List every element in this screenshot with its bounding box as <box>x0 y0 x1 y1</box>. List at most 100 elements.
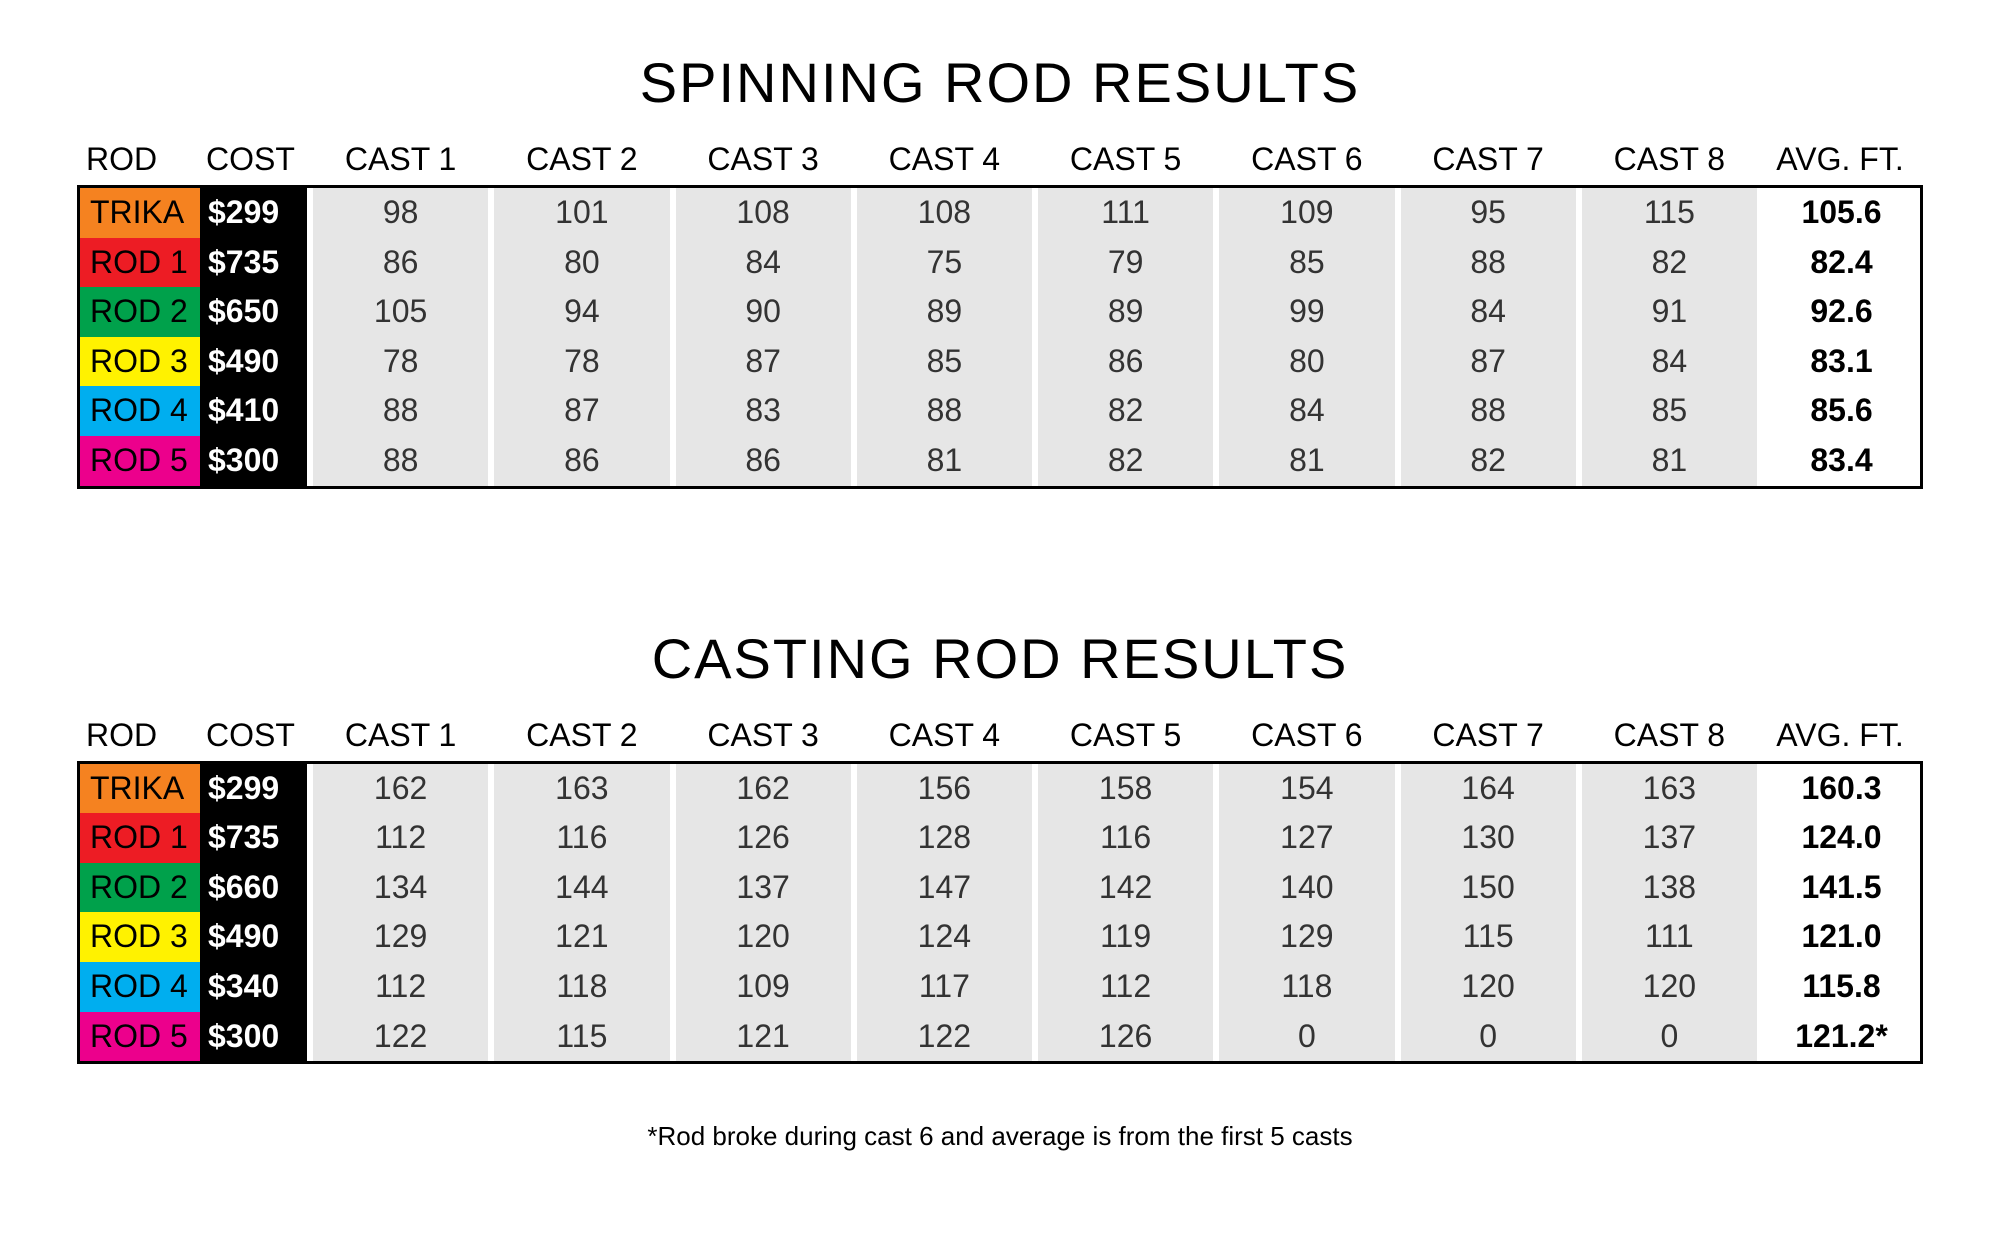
cast-cell: 91 <box>1579 287 1760 337</box>
cast-cell: 82 <box>1035 436 1216 486</box>
cast-cell: 119 <box>1035 912 1216 962</box>
cast-cell: 78 <box>491 337 672 387</box>
cast-cell: 147 <box>854 863 1035 913</box>
cast-cell: 108 <box>854 188 1035 238</box>
cast-cell: 150 <box>1398 863 1579 913</box>
column-header: ROD <box>80 711 200 764</box>
column-header: CAST 7 <box>1398 135 1579 188</box>
cast-cell: 99 <box>1216 287 1397 337</box>
cast-cell: 101 <box>491 188 672 238</box>
cost-cell: $300 <box>200 436 310 486</box>
cast-cell: 79 <box>1035 238 1216 288</box>
cast-cell: 85 <box>854 337 1035 387</box>
rod-name-cell: TRIKA <box>80 188 200 238</box>
column-header: CAST 2 <box>491 711 672 764</box>
cast-cell: 116 <box>491 813 672 863</box>
cast-cell: 162 <box>310 764 491 814</box>
cast-cell: 124 <box>854 912 1035 962</box>
cast-cell: 88 <box>854 386 1035 436</box>
cast-cell: 137 <box>1579 813 1760 863</box>
table-title: SPINNING ROD RESULTS <box>80 50 1920 115</box>
cast-cell: 98 <box>310 188 491 238</box>
cast-cell: 85 <box>1216 238 1397 288</box>
table-row: ROD 1$735112116126128116127130137124.0 <box>80 813 1920 863</box>
cast-cell: 122 <box>310 1012 491 1062</box>
cast-cell: 86 <box>310 238 491 288</box>
avg-cell: 121.2* <box>1760 1012 1920 1062</box>
cast-cell: 120 <box>1579 962 1760 1012</box>
column-header: COST <box>200 711 310 764</box>
cast-cell: 88 <box>1398 386 1579 436</box>
cast-cell: 158 <box>1035 764 1216 814</box>
rod-name-cell: ROD 3 <box>80 337 200 387</box>
cast-cell: 134 <box>310 863 491 913</box>
rod-name-cell: ROD 4 <box>80 962 200 1012</box>
cast-cell: 112 <box>310 813 491 863</box>
table-row: TRIKA$299162163162156158154164163160.3 <box>80 764 1920 814</box>
cast-cell: 75 <box>854 238 1035 288</box>
avg-cell: 83.1 <box>1760 337 1920 387</box>
cast-cell: 111 <box>1035 188 1216 238</box>
cast-cell: 163 <box>491 764 672 814</box>
cast-cell: 81 <box>854 436 1035 486</box>
rod-name-cell: ROD 1 <box>80 238 200 288</box>
column-header: CAST 4 <box>854 711 1035 764</box>
cast-cell: 126 <box>673 813 854 863</box>
cast-cell: 109 <box>673 962 854 1012</box>
cast-cell: 88 <box>310 436 491 486</box>
avg-cell: 82.4 <box>1760 238 1920 288</box>
cast-cell: 154 <box>1216 764 1397 814</box>
rod-name-cell: ROD 5 <box>80 436 200 486</box>
results-table: RODCOSTCAST 1CAST 2CAST 3CAST 4CAST 5CAS… <box>80 135 1920 486</box>
column-header: CAST 6 <box>1216 135 1397 188</box>
cast-cell: 115 <box>1579 188 1760 238</box>
avg-cell: 105.6 <box>1760 188 1920 238</box>
column-header: CAST 1 <box>310 135 491 188</box>
column-header: AVG. FT. <box>1760 711 1920 764</box>
cast-cell: 88 <box>1398 238 1579 288</box>
cast-cell: 84 <box>1216 386 1397 436</box>
cost-cell: $735 <box>200 238 310 288</box>
cast-cell: 115 <box>1398 912 1579 962</box>
cast-cell: 142 <box>1035 863 1216 913</box>
cast-cell: 118 <box>491 962 672 1012</box>
cast-cell: 90 <box>673 287 854 337</box>
column-header: CAST 1 <box>310 711 491 764</box>
cast-cell: 86 <box>491 436 672 486</box>
cast-cell: 88 <box>310 386 491 436</box>
cast-cell: 109 <box>1216 188 1397 238</box>
column-header: AVG. FT. <box>1760 135 1920 188</box>
column-header: COST <box>200 135 310 188</box>
rod-name-cell: ROD 2 <box>80 287 200 337</box>
cast-cell: 0 <box>1398 1012 1579 1062</box>
table-title: CASTING ROD RESULTS <box>80 626 1920 691</box>
rod-name-cell: ROD 5 <box>80 1012 200 1062</box>
cost-cell: $340 <box>200 962 310 1012</box>
rod-name-cell: TRIKA <box>80 764 200 814</box>
cast-cell: 86 <box>673 436 854 486</box>
cast-cell: 81 <box>1216 436 1397 486</box>
cast-cell: 87 <box>491 386 672 436</box>
cost-cell: $490 <box>200 912 310 962</box>
cast-cell: 140 <box>1216 863 1397 913</box>
cast-cell: 117 <box>854 962 1035 1012</box>
column-header: CAST 5 <box>1035 135 1216 188</box>
cast-cell: 89 <box>854 287 1035 337</box>
cast-cell: 84 <box>1579 337 1760 387</box>
results-table: RODCOSTCAST 1CAST 2CAST 3CAST 4CAST 5CAS… <box>80 711 1920 1062</box>
cost-cell: $660 <box>200 863 310 913</box>
cast-cell: 130 <box>1398 813 1579 863</box>
cast-cell: 80 <box>1216 337 1397 387</box>
cast-cell: 0 <box>1579 1012 1760 1062</box>
cost-cell: $650 <box>200 287 310 337</box>
table-row: ROD 2$660134144137147142140150138141.5 <box>80 863 1920 913</box>
cast-cell: 83 <box>673 386 854 436</box>
avg-cell: 92.6 <box>1760 287 1920 337</box>
avg-cell: 85.6 <box>1760 386 1920 436</box>
results-table-wrap: RODCOSTCAST 1CAST 2CAST 3CAST 4CAST 5CAS… <box>80 711 1920 1062</box>
cast-cell: 81 <box>1579 436 1760 486</box>
cast-cell: 164 <box>1398 764 1579 814</box>
cast-cell: 138 <box>1579 863 1760 913</box>
cast-cell: 128 <box>854 813 1035 863</box>
table-row: ROD 5$300122115121122126000121.2* <box>80 1012 1920 1062</box>
